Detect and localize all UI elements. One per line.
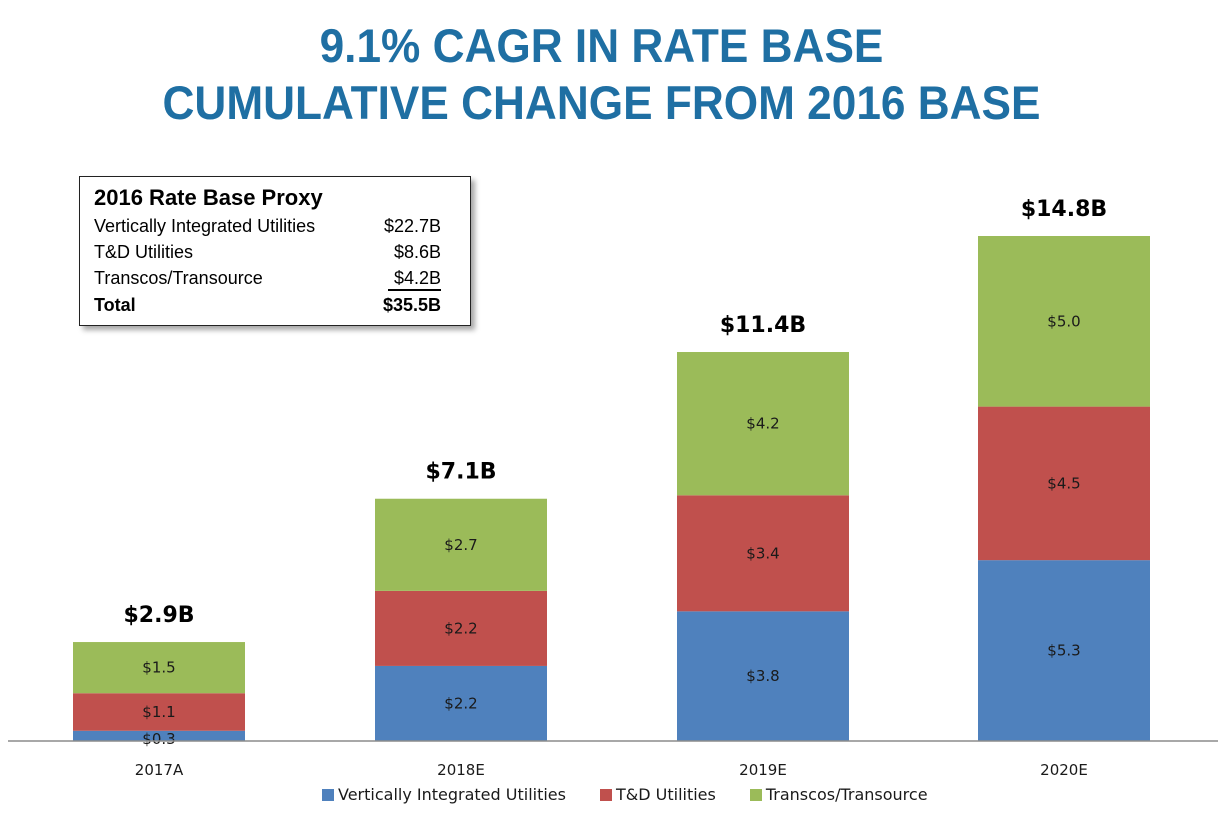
legend-item-vertically-integrated: Vertically Integrated Utilities (322, 785, 566, 804)
bar-segment-vertically-integrated (375, 665, 547, 741)
proxy-row-value: $4.2B (387, 268, 441, 291)
segment-value-label: $2.7 (444, 536, 477, 554)
proxy-row-label: Transcos/Transource (94, 268, 263, 288)
legend-label: Vertically Integrated Utilities (338, 785, 566, 804)
segment-value-label: $1.5 (142, 659, 175, 677)
legend-label: T&D Utilities (615, 785, 716, 804)
bar-segment-transcos (73, 642, 245, 694)
proxy-total-row: Total $35.5B (94, 295, 441, 316)
proxy-row-value: $22.7B (383, 216, 441, 236)
legend-item-transcos: Transcos/Transource (749, 785, 928, 804)
bar-segment-td-utilities (375, 590, 547, 666)
segment-value-label: $3.4 (746, 544, 779, 562)
bar-total-label: $11.4B (720, 313, 806, 338)
proxy-row: Vertically Integrated Utilities $22.7B (94, 216, 441, 237)
chart-title-line-2: CUMULATIVE CHANGE FROM 2016 BASE (162, 76, 1041, 129)
proxy-row: Transcos/Transource $4.2B (94, 268, 441, 291)
bar-segment-transcos (978, 236, 1150, 407)
proxy-row: T&D Utilities $8.6B (94, 242, 441, 263)
legend-swatch-red (599, 788, 612, 801)
legend-label: Transcos/Transource (765, 785, 928, 804)
legend-item-td-utilities: T&D Utilities (599, 785, 716, 804)
rate-base-proxy-box: 2016 Rate Base Proxy Vertically Integrat… (79, 176, 471, 326)
bar-total-label: $2.9B (123, 603, 194, 628)
bar-segment-td-utilities (978, 406, 1150, 561)
legend: Vertically Integrated Utilities T&D Util… (322, 785, 928, 804)
proxy-row-label: Total (94, 295, 136, 315)
segment-value-label: $0.3 (142, 730, 175, 748)
bar-segment-vertically-integrated (677, 611, 849, 741)
bar-segment-transcos (375, 498, 547, 591)
segment-value-label: $4.5 (1047, 474, 1080, 492)
proxy-row-label: T&D Utilities (94, 242, 194, 262)
legend-swatch-green (749, 788, 762, 801)
bar-segment-transcos (677, 352, 849, 496)
bar-total-label: $7.1B (425, 460, 496, 485)
x-axis-tick-label: 2019E (739, 761, 787, 779)
segment-value-label: $2.2 (444, 619, 477, 637)
proxy-row-value: $8.6B (393, 242, 441, 262)
segment-value-label: $1.1 (142, 703, 175, 721)
x-axis-tick-label: 2017A (135, 761, 184, 779)
legend-swatch-blue (322, 788, 334, 801)
segment-value-label: $5.0 (1047, 312, 1080, 330)
bar-total-label: $14.8B (1021, 197, 1107, 222)
bar-segment-vertically-integrated (73, 730, 245, 741)
proxy-row-value: $35.5B (382, 295, 441, 315)
segment-value-label: $2.2 (444, 694, 477, 712)
segment-value-label: $3.8 (746, 667, 779, 685)
chart-title-line-1: 9.1% CAGR IN RATE BASE (319, 19, 884, 72)
x-axis-tick-label: 2018E (437, 761, 485, 779)
segment-value-label: $4.2 (746, 415, 779, 433)
proxy-heading: 2016 Rate Base Proxy (94, 185, 323, 210)
x-axis-tick-label: 2020E (1040, 761, 1088, 779)
bar-segment-td-utilities (677, 495, 849, 612)
bar-segment-vertically-integrated (978, 560, 1150, 741)
proxy-row-label: Vertically Integrated Utilities (94, 216, 316, 236)
segment-value-label: $5.3 (1047, 642, 1080, 660)
bar-segment-td-utilities (73, 693, 245, 731)
